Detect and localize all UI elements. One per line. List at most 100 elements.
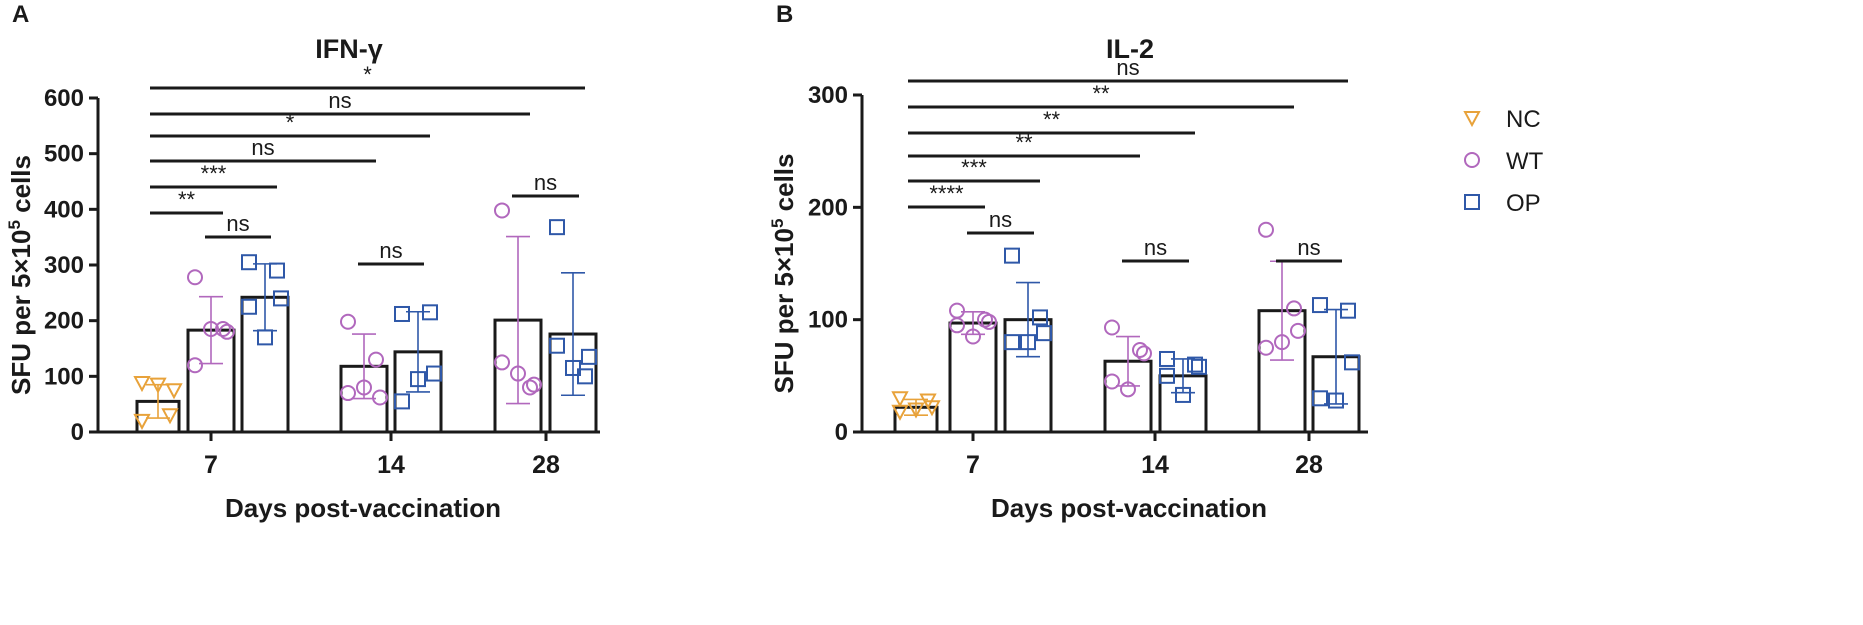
panel-b-data-point-op: [1036, 325, 1052, 342]
panel-a-data-point-wt: [368, 351, 384, 368]
panel-a-x-tick-label: 28: [532, 451, 560, 479]
panel-b-data-point-wt: [1286, 300, 1302, 317]
panel-a-data-point-op: [549, 337, 565, 354]
panel-b-significance-label: ns: [989, 207, 1012, 232]
panel-b-y-label-suffix: cells: [769, 153, 799, 218]
panel-b-data-point-op: [1312, 390, 1328, 407]
legend-marker-op: [1464, 194, 1480, 210]
panel-b-significance-label: ns: [1144, 235, 1167, 260]
panel-b-data-point-wt: [1258, 339, 1274, 356]
panel-b-data-point-op: [1175, 386, 1191, 403]
legend-marker-wt: [1464, 152, 1480, 168]
panel-a-data-point-op: [394, 393, 410, 410]
panel-a-title: IFN-γ: [315, 34, 383, 64]
panel-a-data-point-op: [565, 359, 581, 376]
panel-a-significance-label: *: [363, 62, 372, 87]
panel-a-y-tick-label: 500: [44, 141, 84, 168]
panel-b-data-point-wt: [981, 313, 997, 330]
panel-a-data-point-op: [422, 304, 438, 321]
panel-b-data-point-wt: [1132, 341, 1148, 358]
panel-a-data-point-op: [241, 298, 257, 315]
panel-b-significance-label: **: [1092, 81, 1110, 106]
panel-a-data-point-op: [426, 365, 442, 382]
panel-b-y-tick-label: 100: [808, 307, 848, 334]
panel-a-data-point-nc: [133, 376, 151, 393]
panel-a-y-label-sup: 5: [5, 220, 24, 229]
panel-a-data-point-wt: [203, 321, 219, 338]
panel-a-y-label-suffix: cells: [6, 155, 36, 220]
panel-a-significance-label: ns: [328, 88, 351, 113]
panel-b-data-point-wt: [1136, 345, 1152, 362]
panel-b-chart: B IL-2 0 100 200 300 SFU per 5×105 cells 7 14 28 D…: [768, 1, 1368, 523]
panel-a-data-point-wt: [215, 321, 231, 338]
panel-a-significance-label: ***: [201, 161, 227, 186]
panel-a-significance-label: ns: [226, 211, 249, 236]
panel-b-data-point-op: [1328, 392, 1344, 409]
panel-a-data-point-op: [273, 290, 289, 307]
panel-b-significance-label: ***: [961, 155, 987, 180]
panel-b-title: IL-2: [1106, 34, 1154, 64]
panel-a-y-tick-label: 0: [71, 419, 84, 446]
panel-a-data-point-nc: [149, 377, 167, 394]
panel-a-data-point-nc: [133, 413, 151, 430]
panel-a-data-point-wt: [522, 379, 538, 396]
panel-b-y-tick-label: 0: [835, 419, 848, 446]
panel-a-y-tick-label: 200: [44, 308, 84, 335]
panel-b-data-point-nc: [907, 402, 925, 419]
legend-label-wt: WT: [1506, 148, 1544, 175]
panel-a-data-point-op: [410, 371, 426, 388]
panel-a-significance-label: *: [286, 110, 295, 135]
panel-a-y-tick-label: 600: [44, 85, 84, 112]
panel-b-x-tick-label: 14: [1141, 451, 1169, 479]
legend-label-op: OP: [1506, 190, 1541, 217]
panel-a-data-point-op: [257, 329, 273, 346]
panel-a-x-label: Days post-vaccination: [225, 493, 501, 523]
panel-b-significance-label: **: [1043, 107, 1061, 132]
panel-b-data-point-op: [1187, 356, 1203, 373]
panel-a-significance-label: **: [178, 187, 196, 212]
panel-a-data-point-wt: [510, 365, 526, 382]
panel-a-data-point-op: [241, 254, 257, 271]
panel-b-data-point-wt: [1290, 322, 1306, 339]
panel-b-data-point-op: [1159, 367, 1175, 384]
panel-a-data-point-wt: [526, 376, 542, 393]
panel-b-data-point-op: [1344, 354, 1360, 371]
panel-b-y-tick-label: 200: [808, 194, 848, 221]
panel-a-data-point-nc: [161, 408, 179, 425]
panel-a-data-point-op: [394, 305, 410, 322]
panel-a-data-point-op: [577, 368, 593, 385]
panel-b-x-tick-label: 28: [1295, 451, 1323, 479]
panel-b-significance-label: ns: [1116, 55, 1139, 80]
panel-b-y-tick-label: 300: [808, 82, 848, 109]
panel-b-y-label-main: SFU per 5×10: [769, 228, 799, 393]
panel-b-data-point-op: [1159, 350, 1175, 367]
panel-a-letter: A: [12, 1, 29, 28]
panel-b-significance-label: ns: [1297, 235, 1320, 260]
panel-b-significance-label: **: [1015, 130, 1033, 155]
panel-b-significance-label: ****: [929, 181, 964, 206]
panel-b-data-point-wt: [1104, 319, 1120, 336]
panel-a-data-point-wt: [340, 313, 356, 330]
panel-a-y-label: SFU per 5×105 cells: [5, 155, 36, 395]
legend: NC WT OP: [1463, 106, 1544, 217]
panel-b-data-point-nc: [891, 404, 909, 421]
panel-b-data-point-op: [1032, 309, 1048, 326]
legend-marker-nc: [1463, 111, 1481, 128]
panel-a-data-point-wt: [340, 385, 356, 402]
panel-b-data-point-op: [1340, 302, 1356, 319]
panel-a-data-point-wt: [356, 379, 372, 396]
panel-b-letter: B: [776, 1, 793, 28]
panel-a-data-point-wt: [494, 202, 510, 219]
panel-b-data-point-nc: [923, 400, 941, 417]
legend-label-nc: NC: [1506, 106, 1541, 133]
panel-a-data-point-op: [581, 348, 597, 365]
panel-b-data-point-wt: [1120, 381, 1136, 398]
panel-b-data-point-wt: [1258, 221, 1274, 238]
panel-a-y-tick-label: 300: [44, 252, 84, 279]
panel-a-y-label-main: SFU per 5×10: [6, 230, 36, 395]
panel-b-data-point-op: [1020, 334, 1036, 351]
panel-b-x-label: Days post-vaccination: [991, 493, 1267, 523]
panel-a-significance-label: ns: [534, 170, 557, 195]
panel-a-data-point-wt: [219, 323, 235, 340]
